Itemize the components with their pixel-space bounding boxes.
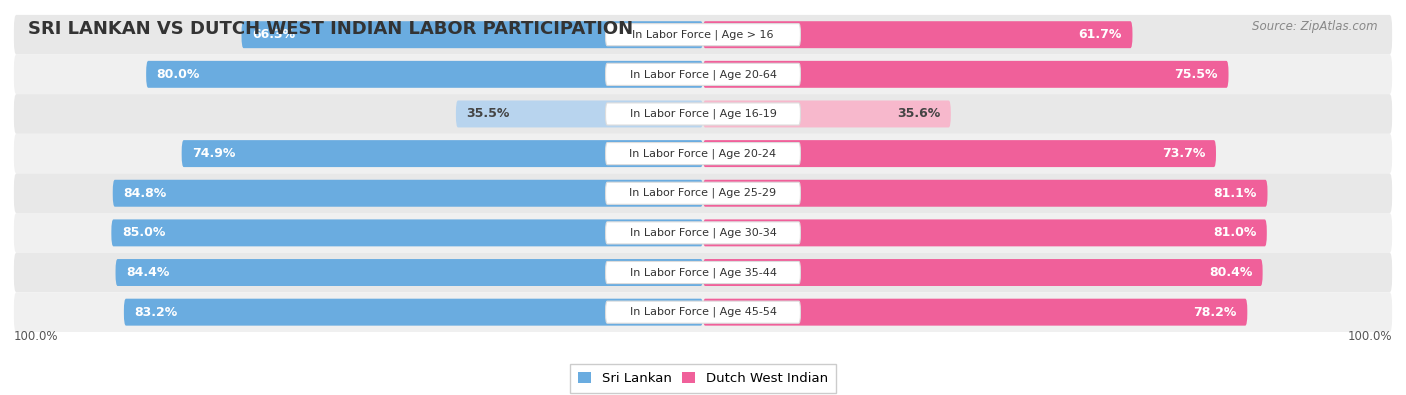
FancyBboxPatch shape <box>181 140 703 167</box>
Text: 85.0%: 85.0% <box>122 226 165 239</box>
FancyBboxPatch shape <box>456 100 703 128</box>
Text: 84.4%: 84.4% <box>127 266 169 279</box>
FancyBboxPatch shape <box>703 180 1267 207</box>
FancyBboxPatch shape <box>111 219 703 246</box>
Text: In Labor Force | Age 20-24: In Labor Force | Age 20-24 <box>630 149 776 159</box>
Text: 100.0%: 100.0% <box>14 330 59 343</box>
FancyBboxPatch shape <box>146 61 703 88</box>
Text: In Labor Force | Age 20-64: In Labor Force | Age 20-64 <box>630 69 776 79</box>
Text: 73.7%: 73.7% <box>1163 147 1205 160</box>
FancyBboxPatch shape <box>14 213 1392 253</box>
FancyBboxPatch shape <box>703 21 1132 48</box>
Text: In Labor Force | Age 30-34: In Labor Force | Age 30-34 <box>630 228 776 238</box>
FancyBboxPatch shape <box>242 21 703 48</box>
Text: 80.0%: 80.0% <box>156 68 200 81</box>
Text: 100.0%: 100.0% <box>1347 330 1392 343</box>
FancyBboxPatch shape <box>115 259 703 286</box>
Text: 35.5%: 35.5% <box>467 107 510 120</box>
FancyBboxPatch shape <box>112 180 703 207</box>
FancyBboxPatch shape <box>703 219 1267 246</box>
FancyBboxPatch shape <box>606 143 800 165</box>
Legend: Sri Lankan, Dutch West Indian: Sri Lankan, Dutch West Indian <box>569 364 837 393</box>
FancyBboxPatch shape <box>14 55 1392 94</box>
Text: 75.5%: 75.5% <box>1174 68 1218 81</box>
FancyBboxPatch shape <box>14 134 1392 173</box>
Text: 81.1%: 81.1% <box>1213 187 1257 200</box>
FancyBboxPatch shape <box>14 173 1392 213</box>
FancyBboxPatch shape <box>606 63 800 85</box>
Text: In Labor Force | Age 16-19: In Labor Force | Age 16-19 <box>630 109 776 119</box>
FancyBboxPatch shape <box>124 299 703 325</box>
FancyBboxPatch shape <box>14 292 1392 332</box>
FancyBboxPatch shape <box>703 259 1263 286</box>
Text: 81.0%: 81.0% <box>1213 226 1257 239</box>
Text: In Labor Force | Age > 16: In Labor Force | Age > 16 <box>633 30 773 40</box>
FancyBboxPatch shape <box>703 140 1216 167</box>
Text: 35.6%: 35.6% <box>897 107 941 120</box>
FancyBboxPatch shape <box>606 103 800 125</box>
FancyBboxPatch shape <box>606 182 800 204</box>
FancyBboxPatch shape <box>14 94 1392 134</box>
FancyBboxPatch shape <box>606 24 800 46</box>
FancyBboxPatch shape <box>606 301 800 323</box>
FancyBboxPatch shape <box>703 61 1229 88</box>
Text: 80.4%: 80.4% <box>1209 266 1253 279</box>
Text: 66.3%: 66.3% <box>252 28 295 41</box>
Text: In Labor Force | Age 45-54: In Labor Force | Age 45-54 <box>630 307 776 318</box>
Text: SRI LANKAN VS DUTCH WEST INDIAN LABOR PARTICIPATION: SRI LANKAN VS DUTCH WEST INDIAN LABOR PA… <box>28 20 633 38</box>
Text: 78.2%: 78.2% <box>1194 306 1237 319</box>
FancyBboxPatch shape <box>703 100 950 128</box>
FancyBboxPatch shape <box>14 15 1392 55</box>
Text: Source: ZipAtlas.com: Source: ZipAtlas.com <box>1253 20 1378 33</box>
FancyBboxPatch shape <box>14 253 1392 292</box>
Text: 61.7%: 61.7% <box>1078 28 1122 41</box>
FancyBboxPatch shape <box>606 261 800 284</box>
Text: 84.8%: 84.8% <box>124 187 166 200</box>
Text: In Labor Force | Age 25-29: In Labor Force | Age 25-29 <box>630 188 776 199</box>
FancyBboxPatch shape <box>606 222 800 244</box>
Text: 74.9%: 74.9% <box>193 147 235 160</box>
Text: In Labor Force | Age 35-44: In Labor Force | Age 35-44 <box>630 267 776 278</box>
FancyBboxPatch shape <box>703 299 1247 325</box>
Text: 83.2%: 83.2% <box>135 306 177 319</box>
